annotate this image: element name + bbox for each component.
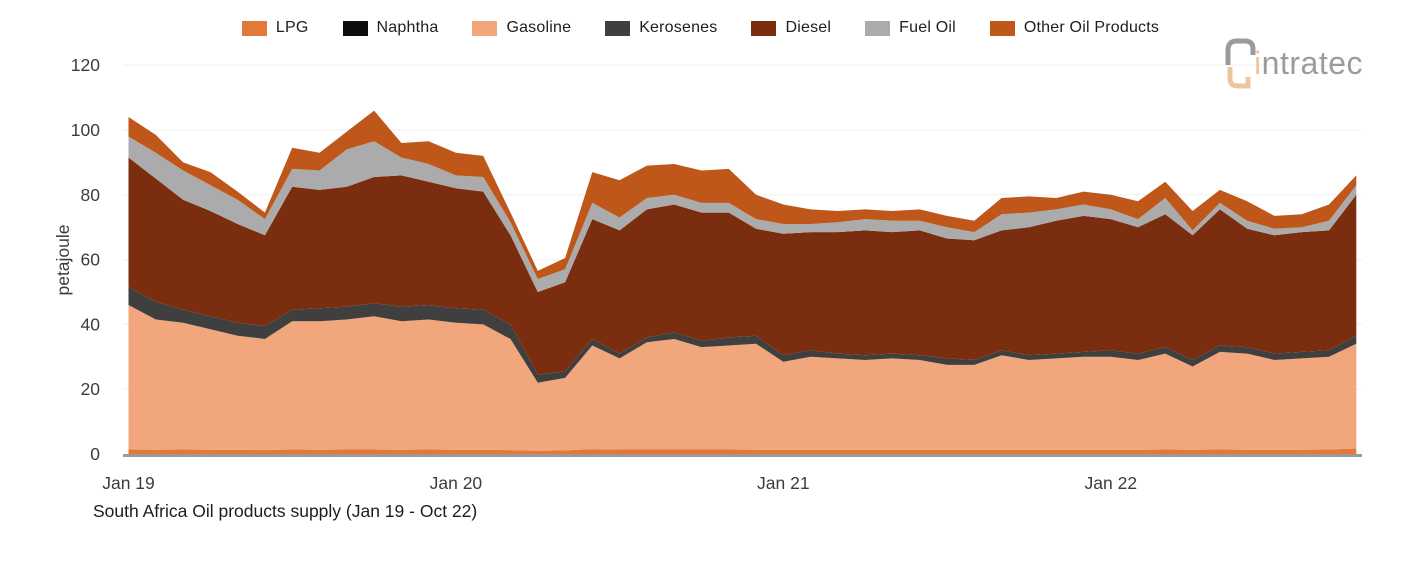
legend-label: Kerosenes xyxy=(639,19,718,36)
legend-swatch xyxy=(342,20,368,36)
y-axis-tick-label-20: 20 xyxy=(81,379,101,399)
legend-label: Other Oil Products xyxy=(1023,19,1160,36)
legend-item-lpg: LPG xyxy=(241,19,309,37)
area-series-lpg xyxy=(128,448,1357,454)
legend-label: Naphtha xyxy=(376,19,439,36)
x-axis-tick-label-jan-22: Jan 22 xyxy=(1085,473,1138,493)
y-axis-tick-label-60: 60 xyxy=(81,250,101,270)
legend-item-diesel: Diesel xyxy=(751,19,831,37)
y-axis-title: petajoule xyxy=(53,224,73,295)
y-axis-tick-label-80: 80 xyxy=(81,185,101,205)
logo-icon xyxy=(1225,38,1256,89)
x-axis-tick-label-jan-19: Jan 19 xyxy=(102,473,155,493)
chart-title: South Africa Oil products supply (Jan 19… xyxy=(93,501,478,521)
legend-label: Diesel xyxy=(785,19,832,36)
legend-item-other-oil-products: Other Oil Products xyxy=(989,19,1160,37)
area-series-fuel-oil xyxy=(128,136,1357,292)
area-series-kerosenes xyxy=(128,287,1357,383)
legend-swatch xyxy=(472,20,498,36)
legend-item-gasoline: Gasoline xyxy=(472,19,571,37)
y-axis-tick-label-120: 120 xyxy=(71,55,100,75)
legend-item-naphtha: Naphtha xyxy=(342,19,439,37)
legend-label: Fuel Oil xyxy=(899,19,956,36)
legend-swatch xyxy=(751,20,777,36)
area-series-gasoline xyxy=(128,305,1357,451)
y-axis-tick-label-100: 100 xyxy=(71,120,100,140)
legend-label: LPG xyxy=(275,19,309,36)
legend-label: Gasoline xyxy=(506,19,572,36)
legend-swatch xyxy=(605,20,631,36)
y-axis-tick-label-0: 0 xyxy=(90,444,100,464)
intratec-logo: intratec xyxy=(1221,36,1363,90)
x-axis-tick-label-jan-20: Jan 20 xyxy=(430,473,483,493)
area-series-diesel xyxy=(128,157,1357,375)
legend-item-fuel-oil: Fuel Oil xyxy=(865,19,956,37)
legend-swatch xyxy=(865,20,891,36)
legend-swatch xyxy=(241,20,267,36)
x-axis-tick-label-jan-21: Jan 21 xyxy=(757,473,810,493)
area-series-other-oil-products xyxy=(128,110,1357,279)
y-axis-tick-label-40: 40 xyxy=(81,314,101,334)
logo-text: intratec xyxy=(1254,45,1363,81)
legend-item-kerosenes: Kerosenes xyxy=(605,19,717,37)
legend: LPG Naphtha Gasoline Kerosenes Diesel Fuel Oi… xyxy=(0,19,1401,37)
legend-swatch xyxy=(989,20,1015,36)
